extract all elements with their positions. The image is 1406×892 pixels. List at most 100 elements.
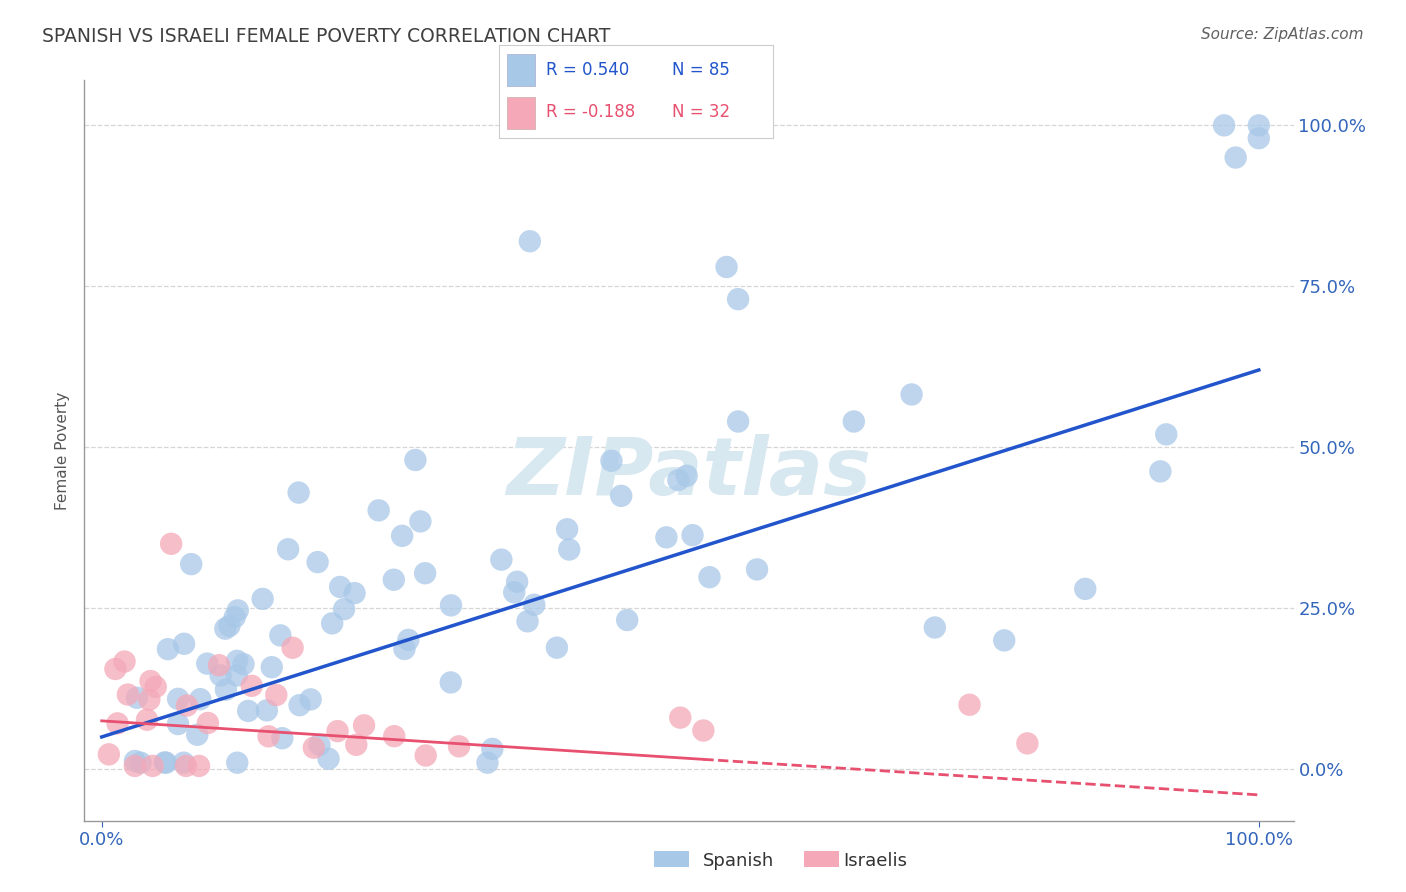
Point xyxy=(269,628,291,642)
Point xyxy=(281,640,304,655)
Point xyxy=(447,739,470,754)
Point xyxy=(238,704,260,718)
Bar xyxy=(508,97,534,129)
Text: Spanish: Spanish xyxy=(703,852,775,870)
Point xyxy=(167,691,190,706)
Point xyxy=(225,668,247,682)
Point xyxy=(307,555,329,569)
Point xyxy=(367,503,389,517)
Point xyxy=(218,619,240,633)
Point xyxy=(1149,464,1171,478)
Point xyxy=(516,615,538,629)
Point xyxy=(155,756,177,770)
Point xyxy=(197,716,219,731)
Point xyxy=(343,586,366,600)
Point xyxy=(252,591,274,606)
Point xyxy=(382,729,405,743)
Point xyxy=(745,562,768,576)
Point xyxy=(333,602,356,616)
Point xyxy=(440,599,463,613)
Point xyxy=(139,673,162,688)
Point xyxy=(546,640,568,655)
Text: Source: ZipAtlas.com: Source: ZipAtlas.com xyxy=(1201,27,1364,42)
Point xyxy=(266,688,288,702)
Point xyxy=(180,557,202,571)
Point xyxy=(344,738,367,752)
Point xyxy=(682,528,704,542)
Point xyxy=(1017,736,1039,750)
Point xyxy=(124,759,146,773)
Text: ZIPatlas: ZIPatlas xyxy=(506,434,872,512)
Point xyxy=(176,698,198,713)
Point xyxy=(160,537,183,551)
Point xyxy=(1154,427,1177,442)
Text: SPANISH VS ISRAELI FEMALE POVERTY CORRELATION CHART: SPANISH VS ISRAELI FEMALE POVERTY CORREL… xyxy=(42,27,610,45)
Point xyxy=(666,473,689,487)
Point xyxy=(173,637,195,651)
Point xyxy=(226,756,249,770)
Text: R = -0.188: R = -0.188 xyxy=(546,103,636,121)
Point xyxy=(156,642,179,657)
Point xyxy=(124,754,146,768)
Point xyxy=(842,415,865,429)
Point xyxy=(167,717,190,731)
Point xyxy=(610,489,633,503)
Point xyxy=(277,542,299,557)
Point xyxy=(104,662,127,676)
Point xyxy=(503,585,526,599)
Point xyxy=(699,570,721,584)
Y-axis label: Female Poverty: Female Poverty xyxy=(55,392,70,509)
Point xyxy=(413,566,436,581)
Point xyxy=(481,742,503,756)
Point xyxy=(993,633,1015,648)
Text: N = 85: N = 85 xyxy=(672,61,730,78)
Point xyxy=(136,713,159,727)
Point xyxy=(188,759,211,773)
Point xyxy=(1225,151,1247,165)
Point xyxy=(226,603,249,617)
Point xyxy=(519,234,541,248)
Point xyxy=(440,675,463,690)
Point xyxy=(555,522,578,536)
Point xyxy=(477,756,499,770)
Point xyxy=(924,620,946,634)
Point xyxy=(260,660,283,674)
Point xyxy=(900,387,922,401)
Point xyxy=(299,692,322,706)
Point xyxy=(491,552,513,566)
Point xyxy=(959,698,981,712)
Point xyxy=(138,692,160,706)
Point xyxy=(353,718,375,732)
Point xyxy=(600,454,623,468)
Point xyxy=(329,580,352,594)
Point xyxy=(215,682,238,697)
Point xyxy=(692,723,714,738)
Point xyxy=(114,655,136,669)
Point xyxy=(404,453,426,467)
Point xyxy=(256,703,278,717)
Point xyxy=(129,756,152,770)
Point xyxy=(145,680,167,694)
Point xyxy=(616,613,638,627)
Point xyxy=(506,574,529,589)
Point xyxy=(208,658,231,673)
Text: Israelis: Israelis xyxy=(844,852,908,870)
Point xyxy=(394,642,416,657)
Point xyxy=(326,724,349,739)
Point xyxy=(396,632,419,647)
Point xyxy=(173,756,195,770)
Point xyxy=(675,468,697,483)
Point xyxy=(214,622,236,636)
Point xyxy=(1247,131,1270,145)
Point xyxy=(382,573,405,587)
Point xyxy=(308,738,330,752)
Point xyxy=(669,711,692,725)
Point xyxy=(716,260,738,274)
Point xyxy=(287,485,309,500)
Point xyxy=(409,515,432,529)
Text: R = 0.540: R = 0.540 xyxy=(546,61,628,78)
Bar xyxy=(508,54,534,86)
Point xyxy=(302,740,325,755)
Point xyxy=(232,657,254,672)
Point xyxy=(415,748,437,763)
